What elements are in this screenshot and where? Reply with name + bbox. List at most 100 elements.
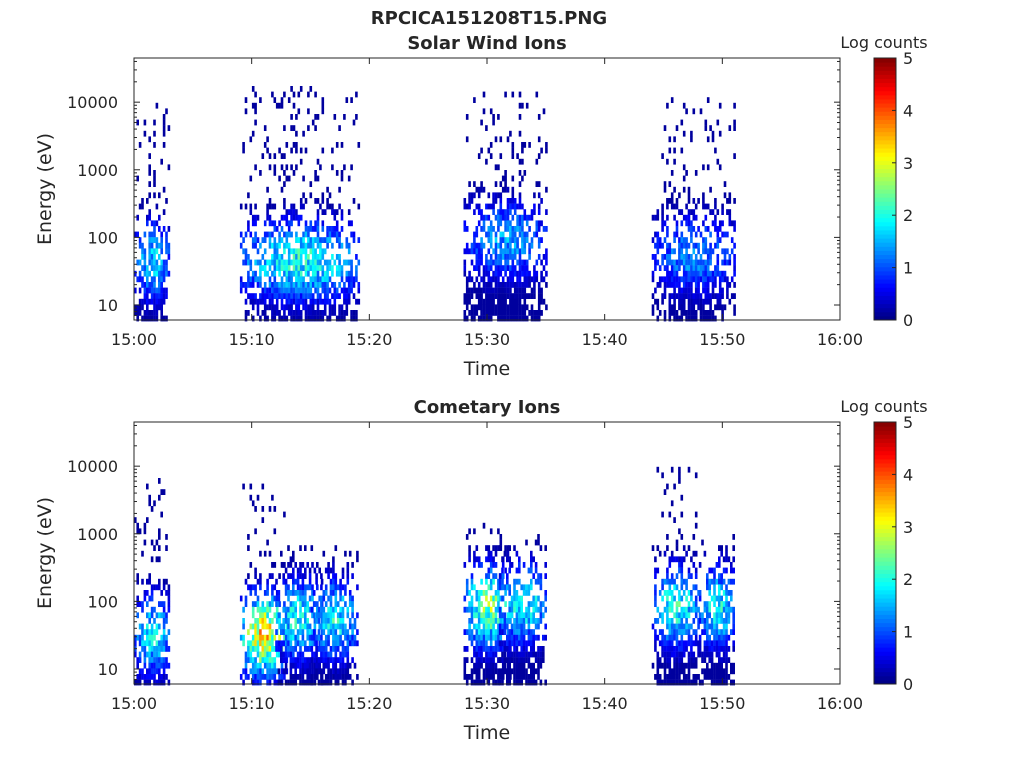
heatmap-cell (506, 612, 510, 619)
heatmap-cell (285, 231, 289, 238)
heatmap-cell (725, 550, 728, 557)
heatmap-cell (718, 293, 722, 299)
heatmap-cell (730, 578, 733, 585)
heatmap-cell (494, 606, 498, 613)
heatmap-cell (706, 226, 710, 232)
heatmap-cell (150, 646, 154, 652)
heatmap-cell (694, 522, 698, 529)
colorbar-segment (874, 540, 896, 546)
heatmap-cell (307, 270, 310, 277)
colorbar-segment (874, 454, 896, 460)
heatmap-cell (723, 259, 727, 266)
heatmap-cell (283, 270, 286, 277)
heatmap-cell (530, 578, 533, 585)
heatmap-cell (680, 573, 684, 579)
heatmap-cell (654, 629, 657, 635)
heatmap-cell (158, 612, 161, 619)
heatmap-cell (521, 231, 524, 238)
heatmap-cell (302, 203, 305, 210)
heatmap-cell (295, 248, 298, 255)
heatmap-cell (468, 545, 471, 551)
heatmap-cell (470, 612, 474, 619)
heatmap-cell (297, 254, 301, 260)
heatmap-cell (299, 562, 302, 568)
heatmap-cell (167, 606, 171, 613)
heatmap-cell (165, 657, 168, 663)
heatmap-cell (733, 119, 736, 126)
heatmap-cell (670, 310, 674, 316)
heatmap-cell (521, 270, 524, 277)
heatmap-cell (136, 214, 139, 221)
heatmap-cell (506, 584, 509, 591)
heatmap-cell (331, 265, 334, 271)
heatmap-cell (299, 158, 303, 165)
heatmap-cell (678, 556, 681, 563)
heatmap-cell (294, 674, 297, 680)
heatmap-cell (714, 276, 717, 283)
heatmap-cell (338, 186, 341, 193)
heatmap-cell (323, 310, 327, 316)
heatmap-cell (334, 595, 338, 602)
heatmap-cell (160, 674, 163, 680)
heatmap-cell (668, 248, 672, 255)
heatmap-cell (463, 198, 467, 204)
heatmap-cell (692, 674, 696, 680)
heatmap-cell (513, 679, 516, 686)
heatmap-cell (323, 209, 327, 215)
heatmap-cell (332, 668, 335, 675)
heatmap-cell (239, 674, 243, 680)
heatmap-cell (497, 640, 500, 647)
heatmap-cell (487, 298, 491, 305)
heatmap-cell (535, 181, 539, 187)
colorbar-segment (874, 201, 896, 206)
heatmap-cell (668, 254, 672, 260)
heatmap-cell (316, 265, 320, 271)
heatmap-cell (682, 629, 686, 635)
heatmap-cell (492, 674, 495, 680)
heatmap-cell (732, 629, 735, 635)
heatmap-cell (499, 298, 503, 305)
heatmap-cell (670, 634, 674, 641)
heatmap-cell (489, 662, 493, 669)
heatmap-cell (256, 618, 260, 624)
heatmap-cell (321, 102, 325, 109)
heatmap-cell (680, 662, 684, 669)
heatmap-cell (271, 595, 274, 602)
heatmap-cell (320, 618, 324, 624)
heatmap-cell (537, 539, 540, 546)
heatmap-cell (331, 147, 334, 154)
heatmap-cell (244, 203, 248, 210)
heatmap-cell (141, 198, 144, 204)
heatmap-cell (687, 226, 691, 232)
heatmap-cell (508, 556, 511, 563)
heatmap-cell (518, 657, 521, 663)
heatmap-cell (661, 612, 664, 619)
heatmap-cell (326, 270, 329, 277)
heatmap-cell (138, 668, 142, 675)
heatmap-cell (532, 651, 535, 658)
heatmap-cell (733, 153, 736, 159)
heatmap-cell (468, 618, 471, 624)
heatmap-cell (304, 545, 307, 551)
heatmap-cell (292, 265, 296, 271)
heatmap-cell (509, 130, 512, 137)
heatmap-cell (685, 265, 688, 271)
heatmap-cell (282, 618, 285, 624)
heatmap-cell (247, 282, 250, 288)
heatmap-cell (720, 584, 723, 591)
heatmap-cell (136, 522, 139, 529)
heatmap-cell (249, 590, 253, 596)
heatmap-cell (545, 226, 548, 232)
heatmap-cell (506, 618, 509, 624)
heatmap-cell (515, 646, 519, 652)
heatmap-cell (158, 226, 161, 232)
heatmap-cell (141, 629, 144, 635)
heatmap-cell (708, 674, 711, 680)
heatmap-cell (468, 293, 471, 299)
heatmap-cell (273, 528, 277, 535)
heatmap-cell (266, 657, 269, 663)
heatmap-cell (316, 198, 320, 204)
heatmap-cell (482, 242, 486, 249)
heatmap-cell (710, 640, 714, 647)
heatmap-cell (656, 237, 660, 243)
